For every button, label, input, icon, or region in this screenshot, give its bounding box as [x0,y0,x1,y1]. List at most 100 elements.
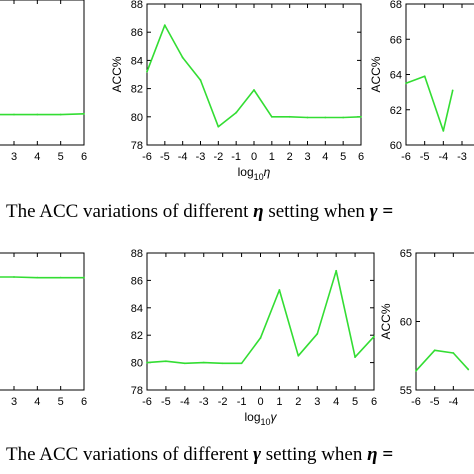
x-tick-label: -3 [196,151,206,163]
x-tick-label: 0 [251,151,257,163]
caption-top-text1: The ACC variations of different [6,201,249,222]
y-tick-label: 68 [390,0,402,11]
data-point [278,289,281,291]
caption-top-symbol2: γ [369,201,378,222]
y-axis-label: ACC% [110,56,124,92]
data-point [13,113,15,116]
x-tick-label: -6 [401,151,411,163]
x-tick-label: 4 [34,151,40,163]
data-point [467,368,470,371]
y-tick-label: 78 [131,140,143,152]
x-tick-label: -4 [180,396,190,408]
x-tick-label: 0 [257,396,263,408]
data-point [415,369,417,372]
data-point [451,89,454,92]
x-axis-label-base: log [238,165,254,179]
y-tick-label: 62 [390,105,402,117]
data-point [335,269,338,272]
data-point [452,352,455,354]
x-tick-label: 5 [58,396,64,408]
caption-bottom-symbol: γ [253,444,262,465]
chart-panel-top-middle: 78 80 82 84 86 88 -6 -5 -4 -3 -2 -1 0 1 2 3 4 5 6 ACC% log10… [110,0,364,182]
y-tick-label: 88 [131,0,143,11]
x-axis-label: log10γ [244,410,277,427]
y-tick-label: 65 [400,248,412,260]
x-axis-label-sub: 10 [254,172,264,182]
caption-bottom-symbol2: η [367,444,378,465]
data-point [360,115,362,118]
caption-top: The ACC variations of different η settin… [6,201,393,223]
caption-bottom-text2: setting when [265,444,363,465]
x-tick-label: 4 [322,151,328,163]
data-point [288,115,291,118]
data-point [259,337,262,339]
x-tick-label: 3 [304,151,310,163]
x-tick-label: 4 [34,396,40,408]
caption-bottom-text1: The ACC variations of different [6,444,249,465]
x-tick-label: -5 [420,151,430,163]
y-tick-label: 84 [131,55,143,67]
data-point [253,89,255,91]
y-tick-label: 64 [390,70,402,82]
data-point [163,24,166,27]
x-tick-label: -4 [438,151,448,163]
x-tick-label: 4 [333,396,339,408]
data-point [235,111,238,114]
y-tick-label: 80 [131,112,143,124]
data-point [423,75,426,78]
y-tick-label: 80 [131,358,143,370]
x-tick-label: -1 [231,151,241,163]
x-tick-label: 1 [269,151,275,163]
caption-bottom: The ACC variations of different γ settin… [6,444,393,466]
y-tick-label: 60 [390,140,402,152]
x-tick-label: 6 [81,151,87,163]
plot-frame [0,252,85,391]
data-point [59,113,62,116]
data-point [442,130,445,132]
data-point [221,362,224,365]
x-tick-label: -5 [430,396,440,408]
data-point [405,82,407,85]
chart-panel-bottom-middle: 78 80 82 84 86 88 -6 -5 -4 -3 -2 -1 0 1 2 3 4 5 6 log10γ [131,248,377,427]
x-tick-label: -3 [199,396,209,408]
x-tick-label: 2 [287,151,293,163]
x-tick-label: -2 [213,151,223,163]
y-tick-label: 88 [131,248,143,260]
data-point [83,112,85,115]
caption-top-trail: = [382,201,394,222]
data-point [36,113,39,116]
plot-frame [415,252,474,391]
caption-top-symbol: η [253,201,264,222]
series-line [146,269,375,365]
x-tick-label: 5 [340,151,346,163]
data-point [354,356,356,359]
data-point [433,349,436,352]
series-line [405,75,454,132]
y-tick-label: 60 [400,317,412,329]
x-tick-label: 3 [314,396,320,408]
y-tick-label: 55 [400,385,412,397]
data-point [270,115,273,118]
x-tick-label: -6 [142,151,152,163]
y-tick-label: 84 [131,303,143,315]
data-point [83,276,85,279]
x-tick-label: 6 [81,396,87,408]
x-tick-label: -6 [142,396,152,408]
y-axis-label: ACC% [379,303,393,339]
series-line [415,349,469,372]
y-tick-label: 86 [131,27,143,39]
data-point [146,361,148,364]
data-point [217,125,220,128]
series-line [0,113,85,116]
data-point [373,335,375,338]
x-tick-label: 3 [11,151,17,163]
data-point [146,70,148,73]
chart-panel-bottom-right: 55 60 65 -6 -5 -4 ACC% [379,248,474,408]
y-tick-label: 82 [131,84,143,96]
data-point [324,116,327,119]
data-point [306,116,309,119]
data-point [316,332,319,335]
